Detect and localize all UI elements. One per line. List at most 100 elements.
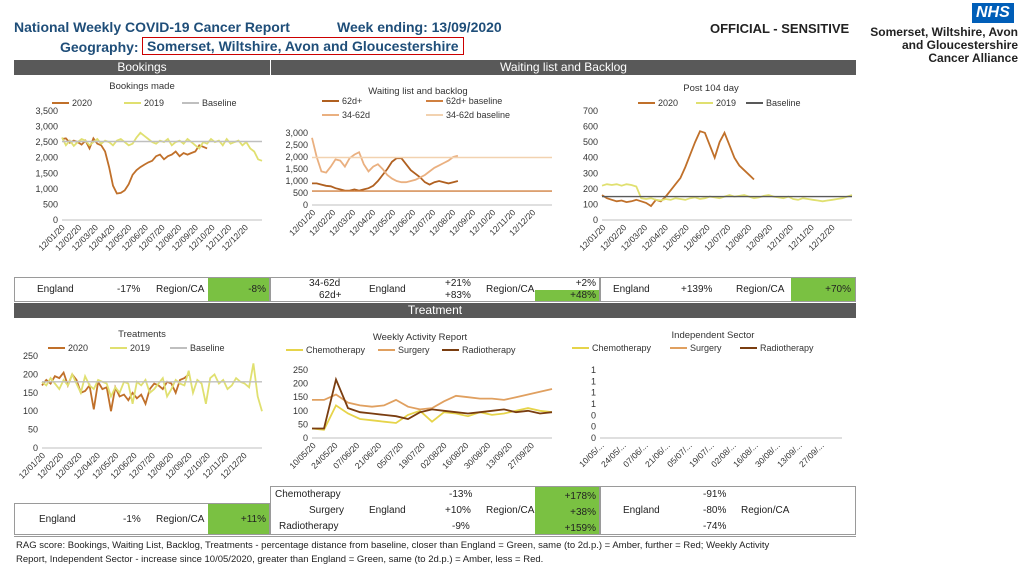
treatments-title: Treatments [118, 329, 166, 340]
independent-eng-chemo: -91% [703, 489, 727, 500]
post104-ytick: 0 [593, 215, 598, 225]
waiting-region-label: Region/CA [486, 284, 535, 295]
independent-region-label: Region/CA [741, 505, 790, 516]
week-ending: Week ending: 13/09/2020 [337, 19, 502, 35]
treatments-rag-table: England -1% Region/CA +11% [14, 503, 270, 535]
post104-region-value: +70% [791, 278, 855, 301]
waiting-title: Waiting list and backlog [368, 86, 467, 97]
post104-region-label: Region/CA [736, 284, 785, 295]
waiting-ytick: 1,500 [285, 164, 308, 174]
rag-footnote: RAG score: Bookings, Waiting List, Backl… [14, 536, 856, 569]
treatments-ytick: 0 [33, 443, 38, 453]
treatments-england-label: England [39, 514, 76, 525]
bookings-legend-label: 2019 [144, 98, 164, 108]
treatments-series-2019 [41, 363, 263, 412]
section-treatment: Treatment [14, 303, 856, 318]
org-name: Somerset, Wiltshire, Avon and Gloucester… [848, 26, 1018, 65]
bookings-ytick: 1,000 [35, 184, 58, 194]
weekly_activity-series-surgery [312, 388, 553, 411]
post104-legend-label: 2019 [716, 98, 736, 108]
section-bookings: Bookings [14, 60, 270, 75]
activity-eng-surgery: +10% [445, 505, 471, 516]
bookings-ytick: 0 [53, 215, 58, 225]
weekly_activity-legend-label: Chemotherapy [306, 345, 366, 355]
post104-title: Post 104 day [683, 83, 739, 94]
activity-rag-table: Chemotherapy Surgery Radiotherapy Englan… [270, 486, 600, 535]
weekly_activity-ytick: 100 [293, 406, 308, 416]
treatments-legend-label: 2019 [130, 343, 150, 353]
post104-ytick: 500 [583, 137, 598, 147]
waiting-legend-label: 62d+ baseline [446, 96, 502, 106]
bookings-ytick: 2,000 [35, 153, 58, 163]
activity-radio-label: Radiotherapy [279, 521, 339, 532]
treatments-england-value: -1% [123, 514, 141, 525]
waiting-legend-label: 62d+ [342, 96, 362, 106]
footnote-line-2: Report, Independent Sector - increase si… [16, 554, 544, 565]
independent-ytick: 0 [591, 410, 596, 420]
treatments-ytick: 100 [23, 406, 38, 416]
weekly_activity-legend-label: Radiotherapy [462, 345, 516, 355]
weekly-activity-chart: Weekly Activity Report Chemotherapy Surger… [286, 332, 553, 471]
post104-chart: Post 104 day 2020 2019 Baseline 700 600 500 400… [577, 83, 853, 253]
waiting-ytick: 3,000 [285, 128, 308, 138]
waiting-chart: Waiting list and backlog 62d+ 62d+ baselin… [285, 86, 552, 238]
geography-label: Geography: [60, 39, 139, 55]
treatments-chart: Treatments 2020 2019 Baseline 250 200 150 100 50… [17, 329, 263, 481]
weekly_activity-ytick: 150 [293, 392, 308, 402]
weekly_activity-title: Weekly Activity Report [373, 332, 468, 343]
bookings-england-label: England [37, 284, 74, 295]
post104-rag-table: England +139% Region/CA +70% [600, 277, 856, 302]
independent-ytick: 0 [591, 422, 596, 432]
waiting-eng-1: +21% [445, 278, 471, 289]
waiting-legend-label: 34-62d [342, 110, 370, 120]
waiting-ytick: 0 [303, 200, 308, 210]
bookings-legend-label: 2020 [72, 98, 92, 108]
activity-eng-chemo: -13% [449, 489, 473, 500]
bookings-england-value: -17% [117, 284, 141, 295]
waiting-ytick: 500 [293, 188, 308, 198]
bookings-rag-table: England -17% Region/CA -8% [14, 277, 270, 302]
waiting-ytick: 1,000 [285, 176, 308, 186]
bookings-ytick: 1,500 [35, 168, 58, 178]
independent-eng-radio: -74% [703, 521, 727, 532]
bookings-legend-label: Baseline [202, 98, 237, 108]
org-line-2: and Gloucestershire [901, 38, 1018, 52]
activity-chemo-label: Chemotherapy [275, 489, 341, 500]
independent-ytick: 1 [591, 365, 596, 375]
treatments-ytick: 250 [23, 351, 38, 361]
classification-label: OFFICIAL - SENSITIVE [710, 21, 850, 36]
waiting-ytick: 2,000 [285, 152, 308, 162]
waiting-legend-label: 34-62d baseline [446, 110, 510, 120]
activity-region-values: +178% +38% +159% [535, 487, 599, 534]
waiting-row1-label: 34-62d [309, 278, 341, 289]
independent-ytick: 1 [591, 376, 596, 386]
treatments-ytick: 150 [23, 388, 38, 398]
waiting-reg-2: +48% [535, 290, 599, 301]
waiting-rag-table: 34-62d 62d+ England +21% +83% Region/CA … [270, 277, 600, 302]
independent-ytick: 1 [591, 399, 596, 409]
independent-legend-label: Chemotherapy [592, 343, 652, 353]
post104-ytick: 400 [583, 153, 598, 163]
bookings-ytick: 2,500 [35, 137, 58, 147]
treatments-legend-label: 2020 [68, 343, 88, 353]
post104-series-2020 [601, 130, 755, 208]
post104-ytick: 200 [583, 184, 598, 194]
post104-england-value: +139% [681, 284, 713, 295]
nhs-logo: NHS [972, 3, 1014, 23]
activity-england-label: England [369, 505, 406, 516]
report-title: National Weekly COVID-19 Cancer Report [14, 19, 290, 35]
weekly_activity-legend-label: Surgery [398, 345, 430, 355]
post104-england-label: England [613, 284, 650, 295]
waiting-reg-1: +2% [575, 278, 596, 289]
independent-eng-surgery: -80% [703, 505, 727, 516]
independent-rag-table: England -91% -80% -74% Region/CA [600, 486, 856, 535]
activity-reg-chemo: +178% [564, 491, 596, 502]
bookings-ytick: 3,500 [35, 106, 58, 116]
bookings-region-label: Region/CA [156, 284, 205, 295]
independent-legend-label: Radiotherapy [760, 343, 814, 353]
bookings-region-value: -8% [208, 278, 269, 301]
post104-ytick: 300 [583, 168, 598, 178]
section-waiting: Waiting list and Backlog [270, 60, 856, 75]
geography-value[interactable]: Somerset, Wiltshire, Avon and Gloucester… [142, 37, 464, 55]
activity-reg-surgery: +38% [570, 507, 596, 518]
